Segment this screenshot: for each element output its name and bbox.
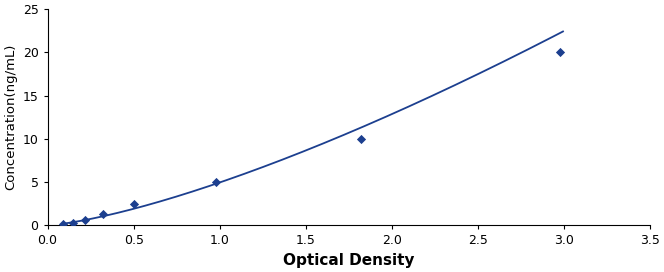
Point — [58, 222, 68, 226]
Point — [128, 202, 139, 206]
Point — [555, 50, 566, 55]
Point — [98, 212, 108, 217]
Point — [80, 218, 91, 222]
Y-axis label: Concentration(ng/mL): Concentration(ng/mL) — [4, 44, 17, 190]
Point — [355, 137, 366, 141]
Point — [68, 220, 79, 225]
X-axis label: Optical Density: Optical Density — [283, 253, 414, 268]
Point — [211, 180, 222, 184]
